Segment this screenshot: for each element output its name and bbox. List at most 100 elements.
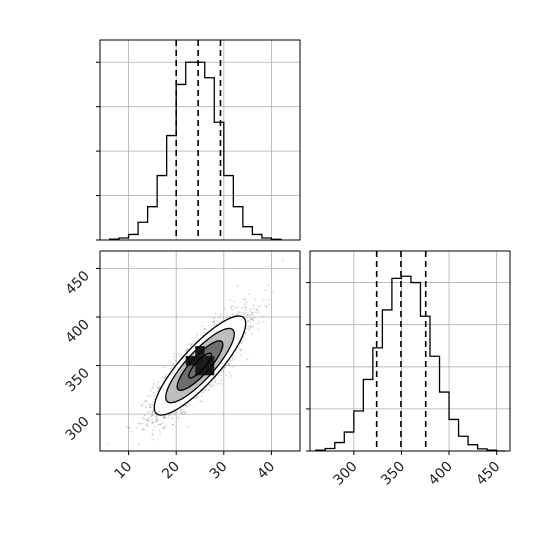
scatter-point xyxy=(150,415,152,418)
scatter-point xyxy=(145,419,148,422)
x-tick-label: 300 xyxy=(330,459,360,489)
scatter-point xyxy=(168,414,171,417)
scatter-point xyxy=(174,412,177,414)
scatter-point xyxy=(151,418,153,421)
scatter-point xyxy=(237,311,240,314)
contour-line xyxy=(153,315,247,416)
scatter-point xyxy=(252,304,255,307)
scatter-point xyxy=(238,347,241,349)
scatter-point xyxy=(228,315,231,318)
scatter-point xyxy=(267,284,270,286)
density-core-cell xyxy=(204,365,215,376)
density-core-cell xyxy=(185,355,196,366)
scatter-point xyxy=(214,380,217,383)
scatter-point xyxy=(229,298,232,301)
x-tick-label: 30 xyxy=(207,459,231,483)
scatter-point xyxy=(212,384,215,387)
scatter-point xyxy=(155,414,158,417)
scatter-point xyxy=(152,429,154,431)
scatter-point xyxy=(151,411,154,413)
scatter-point xyxy=(151,387,153,390)
scatter-point xyxy=(159,433,162,435)
scatter-point xyxy=(233,314,236,316)
scatter-point xyxy=(209,385,212,387)
scatter-point xyxy=(135,426,138,429)
scatter-point xyxy=(220,313,223,315)
scatter-point xyxy=(220,379,223,382)
top-hist-background xyxy=(100,40,300,240)
scatter-point xyxy=(141,422,144,425)
scatter-point xyxy=(127,427,130,430)
scatter-point xyxy=(231,356,234,359)
scatter-point xyxy=(243,298,246,301)
scatter-point xyxy=(167,416,170,419)
scatter-point xyxy=(156,418,159,420)
scatter-point xyxy=(243,306,246,308)
scatter-point xyxy=(184,411,187,413)
scatter-point xyxy=(163,417,165,420)
scatter-point xyxy=(106,443,109,446)
scatter-point xyxy=(152,384,155,387)
scatter-point xyxy=(184,413,186,415)
scatter-point xyxy=(145,423,148,425)
scatter-point xyxy=(145,399,148,402)
scatter-point xyxy=(146,395,149,398)
scatter-point xyxy=(253,307,255,310)
scatter-point xyxy=(196,334,199,336)
scatter-point xyxy=(163,366,166,369)
scatter-point xyxy=(262,298,265,301)
scatter-point xyxy=(184,404,187,407)
scatter-point xyxy=(239,349,242,351)
scatter-point xyxy=(251,333,254,335)
scatter-point xyxy=(220,382,222,385)
right-hist-step-line xyxy=(315,275,507,452)
scatter-point xyxy=(150,403,152,406)
scatter-point xyxy=(254,298,257,301)
scatter-point xyxy=(258,305,261,308)
scatter-point xyxy=(151,414,154,416)
right-hist-background xyxy=(310,251,510,451)
scatter-point xyxy=(125,426,128,428)
scatter-point xyxy=(246,358,249,361)
scatter-point xyxy=(202,392,205,394)
scatter-point xyxy=(252,319,255,322)
scatter-point xyxy=(227,364,230,366)
scatter-point xyxy=(157,381,160,384)
scatter-point xyxy=(185,350,188,353)
scatter-point xyxy=(207,389,210,391)
marginal-histogram-top xyxy=(96,39,301,241)
scatter-point xyxy=(253,317,256,319)
scatter-point xyxy=(231,313,234,316)
scatter-point xyxy=(159,386,161,388)
scatter-point xyxy=(223,308,226,310)
scatter-point xyxy=(246,314,249,316)
scatter-point xyxy=(247,325,249,328)
contour-line xyxy=(176,340,224,391)
scatter-point xyxy=(153,392,156,394)
scatter-point xyxy=(264,289,267,291)
scatter-point xyxy=(199,400,202,403)
scatter-point xyxy=(141,417,144,419)
scatter-point xyxy=(157,423,159,426)
scatter-point xyxy=(219,314,222,317)
scatter-point xyxy=(201,400,203,403)
scatter-point xyxy=(220,370,223,373)
scatter-point xyxy=(213,320,216,322)
scatter-point xyxy=(228,364,231,366)
scatter-point xyxy=(208,384,211,386)
x-tick-label: 40 xyxy=(254,459,278,483)
scatter-point xyxy=(151,433,154,436)
scatter-point xyxy=(238,311,241,314)
scatter-point xyxy=(203,327,206,330)
scatter-point xyxy=(155,418,158,421)
scatter-point xyxy=(281,260,284,262)
scatter-point xyxy=(151,421,154,424)
scatter-point xyxy=(216,320,218,323)
scatter-point xyxy=(183,411,186,414)
scatter-point xyxy=(256,308,258,311)
scatter-point xyxy=(240,349,243,352)
scatter-point xyxy=(234,306,237,309)
scatter-point xyxy=(249,325,252,327)
scatter-point xyxy=(152,386,155,389)
